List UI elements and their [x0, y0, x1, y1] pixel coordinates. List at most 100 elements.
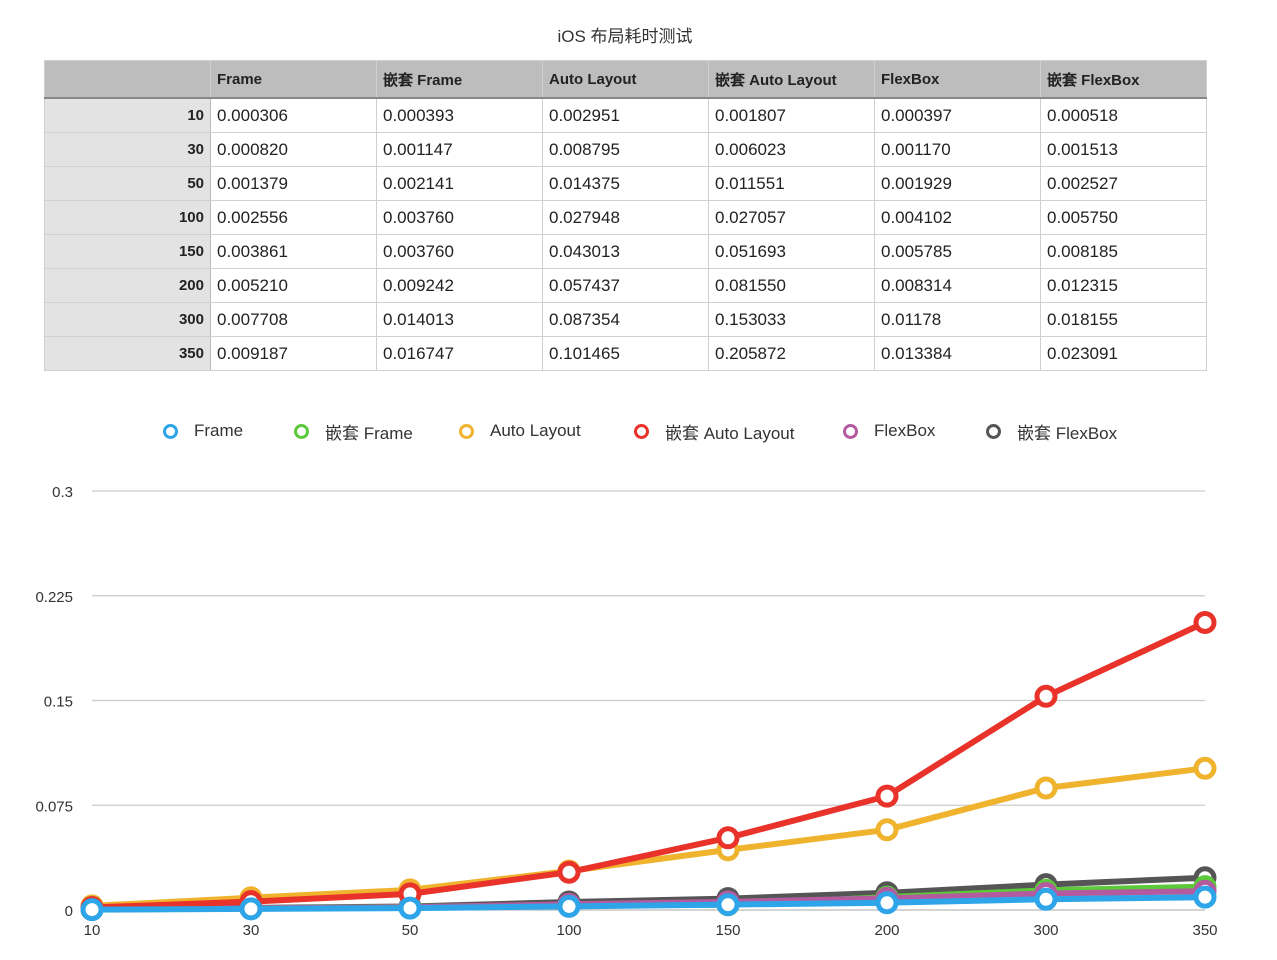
table-cell: 0.000518: [1040, 97, 1207, 133]
column-header: Frame: [210, 60, 377, 99]
table-cell: 0.043013: [542, 234, 709, 269]
data-point: [1034, 887, 1058, 911]
chart-legend: Frame 嵌套 Frame Auto Layout 嵌套 Auto Layout Fl…: [0, 416, 1277, 446]
y-tick-label: 0.225: [35, 589, 73, 606]
data-table: Frame 嵌套 Frame Auto Layout 嵌套 Auto Layou…: [44, 60, 1207, 371]
x-tick-label: 100: [556, 922, 581, 939]
legend-label: Frame: [194, 421, 244, 440]
table-cell: 0.01178: [874, 302, 1041, 337]
table-cell: 0.002527: [1040, 166, 1207, 201]
table-cell: 0.000820: [210, 132, 377, 167]
table-cell: 0.009242: [376, 268, 543, 303]
data-point: [557, 860, 581, 884]
table-row: 150 0.003861 0.003760 0.043013 0.051693 0.005…: [44, 234, 1207, 269]
row-label: 150: [44, 234, 211, 269]
x-tick-label: 150: [715, 922, 740, 939]
table-cell: 0.001807: [708, 97, 875, 133]
table-cell: 0.006023: [708, 132, 875, 167]
row-label: 100: [44, 200, 211, 235]
column-header: 嵌套 Auto Layout: [708, 60, 875, 99]
table-cell: 0.004102: [874, 200, 1041, 235]
table-cell: 0.005750: [1040, 200, 1207, 235]
data-point: [1193, 756, 1217, 780]
legend-marker-icon: [163, 423, 178, 439]
table-row: 300 0.007708 0.014013 0.087354 0.153033 0.011…: [44, 302, 1207, 337]
x-tick-label: 10: [84, 922, 101, 939]
table-cell: 0.101465: [542, 336, 709, 371]
data-point: [1034, 776, 1058, 800]
table-cell: 0.009187: [210, 336, 377, 371]
data-point: [716, 826, 740, 850]
table-cell: 0.002141: [376, 166, 543, 201]
data-point: [875, 891, 899, 915]
table-cell: 0.007708: [210, 302, 377, 337]
data-point: [1193, 885, 1217, 909]
y-tick-label: 0.3: [52, 484, 73, 501]
data-point: [875, 818, 899, 842]
table-row: 200 0.005210 0.009242 0.057437 0.081550 0.008…: [44, 268, 1207, 303]
x-tick-label: 300: [1033, 922, 1058, 939]
legend-marker-icon: [294, 423, 309, 439]
table-cell: 0.023091: [1040, 336, 1207, 371]
legend-item: 嵌套 FlexBox: [986, 416, 1117, 446]
table-cell: 0.008185: [1040, 234, 1207, 269]
x-tick-label: 50: [402, 922, 419, 939]
chart-title: iOS 布局耗时测试: [557, 27, 693, 46]
table-header-row: Frame 嵌套 Frame Auto Layout 嵌套 Auto Layou…: [44, 60, 1207, 99]
data-point: [557, 894, 581, 918]
table-cell: 0.027057: [708, 200, 875, 235]
table-cell: 0.002556: [210, 200, 377, 235]
x-tick-label: 30: [243, 922, 260, 939]
table-row: 50 0.001379 0.002141 0.014375 0.011551 0.0019…: [44, 166, 1207, 201]
legend-label: 嵌套 Auto Layout: [665, 423, 795, 443]
legend-item: Frame: [163, 416, 243, 446]
y-tick-label: 0.075: [35, 798, 73, 815]
legend-item: 嵌套 Auto Layout: [634, 416, 794, 446]
series-line: [89, 765, 1208, 909]
table-cell: 0.018155: [1040, 302, 1207, 337]
column-header: FlexBox: [874, 60, 1041, 99]
table-cell: 0.000393: [376, 97, 543, 133]
table-cell: 0.005785: [874, 234, 1041, 269]
table-cell: 0.153033: [708, 302, 875, 337]
legend-item: Auto Layout: [459, 416, 581, 446]
table-cell: 0.000397: [874, 97, 1041, 133]
table-cell: 0.003760: [376, 200, 543, 235]
data-point: [398, 896, 422, 920]
legend-item: 嵌套 Frame: [294, 416, 413, 446]
x-tick-label: 200: [874, 922, 899, 939]
column-header: 嵌套 Frame: [376, 60, 543, 99]
legend-label: 嵌套 Frame: [325, 423, 413, 443]
table-cell: 0.205872: [708, 336, 875, 371]
row-label: 300: [44, 302, 211, 337]
data-point: [716, 893, 740, 917]
table-cell: 0.005210: [210, 268, 377, 303]
table-cell: 0.012315: [1040, 268, 1207, 303]
table-cell: 0.051693: [708, 234, 875, 269]
legend-label: FlexBox: [874, 421, 936, 440]
table-cell: 0.001379: [210, 166, 377, 201]
table-cell: 0.081550: [708, 268, 875, 303]
column-header: Auto Layout: [542, 60, 709, 99]
series-line: [89, 894, 1208, 913]
legend-marker-icon: [986, 423, 1001, 439]
table-cell: 0.001170: [874, 132, 1041, 167]
table-cell: 0.003861: [210, 234, 377, 269]
column-header: 嵌套 FlexBox: [1040, 60, 1207, 99]
legend-label: Auto Layout: [490, 421, 581, 440]
table-cell: 0.013384: [874, 336, 1041, 371]
legend-marker-icon: [843, 423, 858, 439]
legend-marker-icon: [459, 423, 474, 439]
data-point: [80, 898, 104, 922]
series-line: [89, 619, 1208, 911]
table-corner-cell: [44, 60, 211, 99]
table-row: 10 0.000306 0.000393 0.002951 0.001807 0.0003…: [44, 97, 1207, 133]
table-cell: 0.016747: [376, 336, 543, 371]
legend-label: 嵌套 FlexBox: [1017, 423, 1118, 443]
data-point: [875, 784, 899, 808]
table-cell: 0.027948: [542, 200, 709, 235]
line-chart: 0 0.075 0.15 0.225 0.3 10 30 50 100 150 200 300 350: [35, 484, 1217, 939]
data-point: [1193, 610, 1217, 634]
legend-item: FlexBox: [843, 416, 935, 446]
row-label: 10: [44, 97, 211, 133]
